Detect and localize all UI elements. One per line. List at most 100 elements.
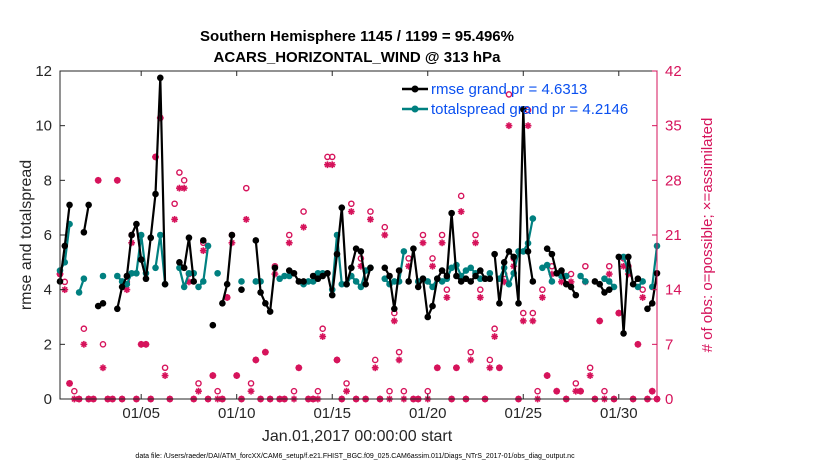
rmse-line <box>178 236 195 282</box>
obs-assimilated-marker <box>261 348 269 356</box>
obs-assimilated-marker <box>390 317 398 325</box>
obs-assimilated-marker <box>538 294 546 301</box>
totalspread-point <box>314 269 322 277</box>
rmse-point <box>142 275 150 283</box>
rmse-point <box>266 308 274 315</box>
rmse-point <box>285 267 293 274</box>
rmse-point <box>190 278 198 285</box>
obs-assimilated-marker <box>476 294 484 301</box>
y-tick-label: 4 <box>44 282 52 299</box>
obs-assimilated-marker <box>161 372 169 379</box>
x-tick-label: 01/20 <box>409 405 447 422</box>
rmse-point <box>524 248 532 255</box>
totalspread-point <box>543 261 551 269</box>
rmse-point <box>562 280 570 288</box>
totalspread-point <box>238 278 245 285</box>
obs-possible-marker <box>467 348 475 356</box>
rmse-point <box>405 278 412 285</box>
rmse-point <box>476 267 484 274</box>
rmse-point <box>185 234 193 242</box>
rmse-point <box>596 280 603 288</box>
legend-rmse-label: rmse grand pr = 4.6313 <box>431 81 587 98</box>
rmse-point <box>348 264 355 272</box>
obs-assimilated-marker <box>176 184 183 192</box>
rmse-point <box>381 264 389 272</box>
y-tick-label: 6 <box>44 227 52 244</box>
obs-possible-marker <box>424 387 432 395</box>
totalspread-point <box>199 278 207 285</box>
rmse-point <box>572 291 580 299</box>
rmse-point <box>85 201 92 209</box>
rmse-point <box>309 272 317 280</box>
obs-assimilated-marker <box>615 309 623 317</box>
totalspread-line <box>651 245 659 288</box>
obs-assimilated-marker <box>113 176 121 184</box>
legend: rmse grand pr = 4.6313 totalspread grand… <box>402 81 628 118</box>
totalspread-point <box>601 275 608 283</box>
totalspread-point <box>204 242 212 250</box>
rmse-point <box>429 302 436 310</box>
obs-possible-marker <box>71 387 78 395</box>
obs-assimilated-marker <box>247 387 255 395</box>
obs-assimilated-marker <box>142 340 150 348</box>
obs-possible-marker <box>319 325 326 333</box>
obs-assimilated-marker <box>495 364 503 372</box>
obs-assimilated-marker <box>371 364 379 372</box>
obs-assimilated-marker <box>381 231 389 239</box>
obs-possible-marker <box>529 309 537 317</box>
rmse-point <box>324 269 331 277</box>
totalspread-point <box>486 269 494 277</box>
obs-possible-marker <box>343 380 350 387</box>
rmse-point <box>199 237 207 244</box>
obs-assimilated-marker <box>639 294 647 301</box>
rmse-point <box>625 253 632 261</box>
rmse-point <box>648 300 656 307</box>
rmse-point <box>367 264 374 272</box>
obs-possible-marker <box>195 380 202 387</box>
legend-totalspread-marker <box>411 105 419 113</box>
rmse-point <box>114 305 121 313</box>
totalspread-point <box>529 215 537 222</box>
rmse-point <box>620 330 627 337</box>
rmse-point <box>333 250 341 258</box>
obs-possible-marker <box>443 286 451 293</box>
y2-axis-label: # of obs: o=possible; ×=assimilated <box>699 118 716 353</box>
legend-rmse-marker <box>411 85 419 93</box>
obs-possible-marker <box>371 356 379 364</box>
rmse-point <box>262 300 269 307</box>
obs-assimilated-marker <box>233 372 241 379</box>
totalspread-point <box>457 272 465 280</box>
totalspread-point <box>152 264 159 272</box>
rmse-point <box>257 289 264 296</box>
obs-possible-marker <box>438 231 446 239</box>
obs-possible-marker <box>476 286 484 293</box>
obs-assimilated-marker <box>429 262 436 270</box>
rmse-point <box>481 275 489 283</box>
totalspread-point <box>634 283 642 291</box>
obs-assimilated-marker <box>80 340 88 348</box>
rmse-point <box>615 253 623 261</box>
rmse-point <box>443 272 451 280</box>
obs-assimilated-marker <box>347 208 355 215</box>
obs-possible-marker <box>180 177 188 184</box>
totalspread-point <box>605 278 613 285</box>
rmse-point <box>152 190 159 198</box>
obs-possible-marker <box>486 356 494 364</box>
obs-possible-marker <box>161 364 169 372</box>
rmse-point <box>161 280 169 288</box>
rmse-point <box>328 291 336 299</box>
totalspread-point <box>99 272 107 280</box>
totalspread-point <box>381 275 389 283</box>
rmse-point <box>180 264 188 272</box>
totalspread-point <box>476 275 484 283</box>
obs-assimilated-marker <box>328 161 336 169</box>
obs-possible-marker <box>400 387 408 395</box>
rmse-point <box>343 280 350 288</box>
obs-assimilated-marker <box>195 387 202 395</box>
obs-assimilated-marker <box>137 340 145 348</box>
y-tick-label: 10 <box>35 118 52 135</box>
obs-assimilated-marker <box>285 239 293 247</box>
obs-assimilated-marker <box>367 215 374 223</box>
rmse-point <box>567 283 575 291</box>
obs-assimilated-marker <box>319 333 327 340</box>
